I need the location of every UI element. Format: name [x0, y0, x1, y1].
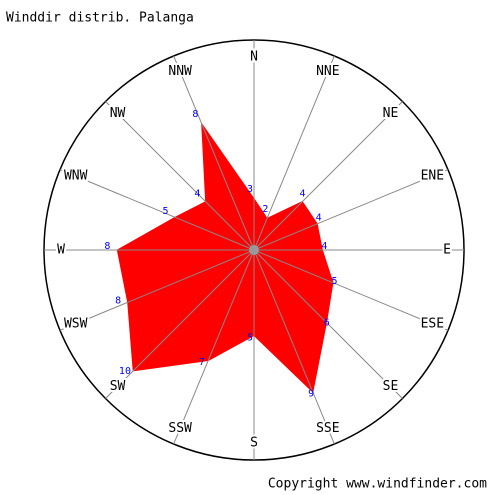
value-label: 8 — [115, 296, 121, 307]
value-label: 4 — [316, 213, 322, 224]
value-label: 5 — [331, 276, 337, 287]
direction-label: SSE — [316, 421, 339, 436]
value-label: 5 — [247, 332, 253, 343]
wind-area — [116, 122, 334, 394]
value-label: 3 — [247, 184, 253, 195]
value-label: 8 — [104, 241, 110, 252]
direction-label: SE — [383, 379, 399, 394]
value-label: 4 — [300, 188, 306, 199]
direction-label: NW — [110, 106, 126, 121]
value-label: 5 — [163, 206, 169, 217]
direction-label: WNW — [64, 169, 88, 184]
direction-label: WSW — [64, 316, 88, 331]
spoke — [59, 169, 255, 251]
direction-label: ENE — [421, 169, 444, 184]
direction-label: SSW — [168, 421, 192, 436]
footer: Copyright www.windfinder.com — [268, 477, 487, 492]
spoke — [253, 101, 403, 251]
spoke — [173, 55, 255, 251]
spoke — [105, 249, 255, 399]
spoke — [105, 101, 255, 251]
direction-label: E — [443, 243, 451, 258]
spoke — [253, 249, 335, 445]
direction-label: W — [57, 243, 65, 258]
direction-label: ESE — [421, 316, 444, 331]
spoke — [253, 249, 403, 399]
center-dot — [249, 245, 259, 255]
chart-title: Winddir distrib. Palanga — [6, 11, 194, 26]
direction-label: NNW — [168, 64, 192, 79]
value-label: 8 — [192, 109, 198, 120]
spoke — [173, 249, 255, 445]
direction-label: NE — [383, 106, 399, 121]
spoke — [253, 249, 449, 331]
direction-label: S — [250, 436, 258, 451]
spoke — [253, 169, 449, 251]
spoke — [59, 249, 255, 331]
value-label: 7 — [199, 357, 205, 368]
direction-label: N — [250, 50, 258, 65]
value-label: 9 — [308, 389, 314, 400]
spoke — [253, 55, 335, 251]
value-label: 10 — [119, 366, 131, 377]
value-label: 4 — [321, 241, 327, 252]
direction-label: SW — [110, 379, 126, 394]
value-label: 6 — [324, 318, 330, 329]
value-label: 2 — [262, 204, 268, 215]
direction-label: NNE — [316, 64, 339, 79]
value-label: 4 — [194, 188, 200, 199]
